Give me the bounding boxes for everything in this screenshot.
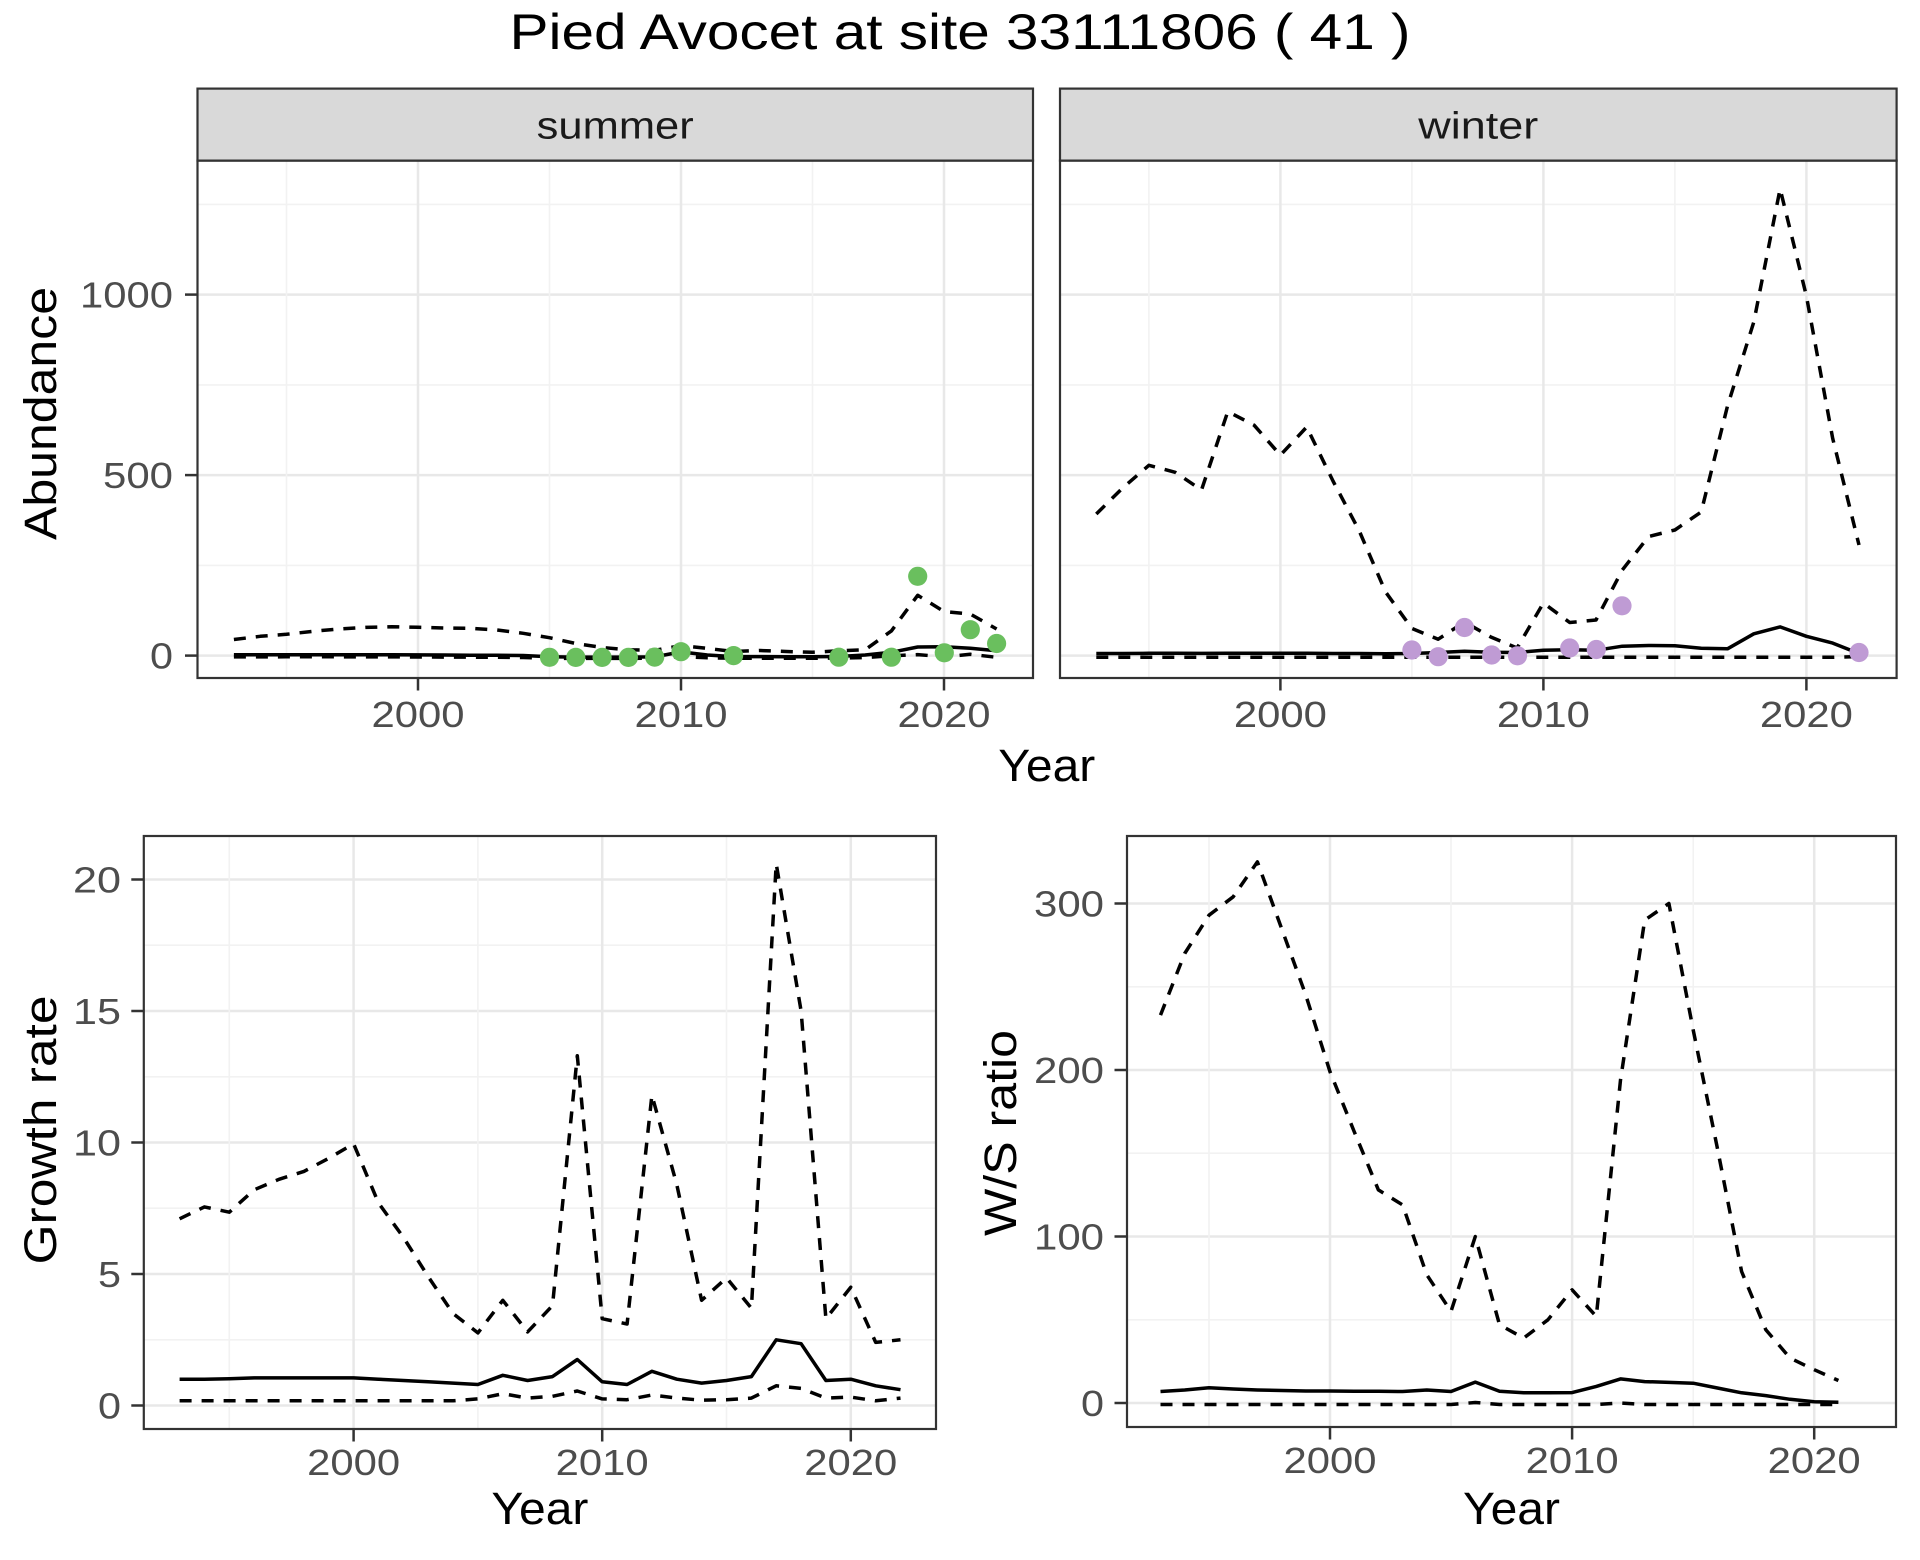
svg-text:Pied Avocet at site 33111806 (: Pied Avocet at site 33111806 ( 41 ): [510, 4, 1411, 60]
svg-text:0: 0: [98, 1386, 121, 1427]
svg-text:2010: 2010: [1497, 694, 1590, 735]
svg-text:W/S ratio: W/S ratio: [975, 1030, 1026, 1236]
svg-text:5: 5: [98, 1254, 121, 1295]
svg-text:Year: Year: [1463, 1483, 1560, 1534]
svg-text:1000: 1000: [80, 275, 173, 316]
svg-text:Year: Year: [491, 1483, 588, 1534]
svg-text:2000: 2000: [307, 1442, 400, 1483]
svg-text:20: 20: [73, 860, 121, 901]
svg-text:Growth rate: Growth rate: [15, 996, 66, 1265]
svg-text:500: 500: [103, 455, 173, 496]
svg-text:2000: 2000: [1284, 1440, 1377, 1481]
svg-text:2020: 2020: [1760, 694, 1853, 735]
svg-text:summer: summer: [537, 106, 694, 148]
svg-text:2010: 2010: [556, 1442, 649, 1483]
svg-text:0: 0: [150, 636, 173, 677]
svg-text:2010: 2010: [1526, 1440, 1619, 1481]
svg-text:2010: 2010: [635, 694, 728, 735]
svg-text:300: 300: [1034, 884, 1104, 925]
svg-text:2020: 2020: [804, 1442, 897, 1483]
svg-text:2000: 2000: [372, 694, 465, 735]
svg-text:100: 100: [1034, 1217, 1104, 1258]
svg-text:2020: 2020: [1768, 1440, 1861, 1481]
svg-text:2000: 2000: [1234, 694, 1327, 735]
svg-text:Abundance: Abundance: [15, 287, 66, 540]
svg-text:Year: Year: [998, 740, 1095, 791]
svg-text:0: 0: [1081, 1383, 1104, 1424]
svg-text:200: 200: [1034, 1050, 1104, 1091]
svg-text:10: 10: [73, 1123, 121, 1164]
svg-text:2020: 2020: [898, 694, 991, 735]
svg-text:winter: winter: [1417, 106, 1539, 148]
svg-text:15: 15: [73, 991, 121, 1032]
